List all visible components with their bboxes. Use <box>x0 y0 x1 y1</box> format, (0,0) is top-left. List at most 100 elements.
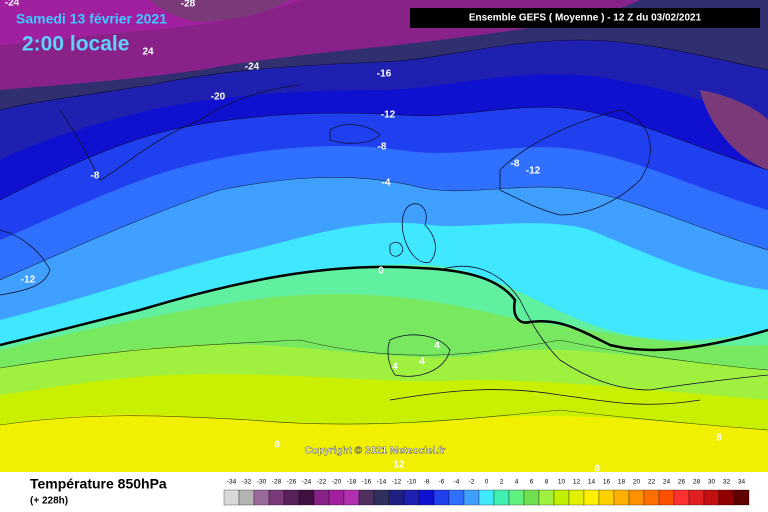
scale-label: 24 <box>663 479 671 486</box>
contour-label: -12 <box>21 275 36 286</box>
contour-label: -24 <box>5 0 20 9</box>
scale-swatch <box>388 489 405 506</box>
britain <box>401 203 436 263</box>
scale-swatch <box>523 489 540 506</box>
contour-label: -16 <box>377 69 392 80</box>
scale-label: -34 <box>227 479 237 486</box>
isotherm <box>0 177 768 281</box>
zero-isotherm <box>0 265 768 352</box>
scale-swatch <box>478 489 495 506</box>
contour-label: 8 <box>716 433 722 444</box>
scale-swatch <box>688 489 705 506</box>
scale-label: -14 <box>377 479 387 486</box>
contour-label: -28 <box>181 0 196 10</box>
contour-label: -8 <box>91 171 100 182</box>
contour-label: -20 <box>211 92 226 103</box>
footer-subtitle: (+ 228h) <box>30 496 68 507</box>
coastlines <box>0 84 768 405</box>
isotherm <box>0 39 768 111</box>
contour-label: -8 <box>378 142 387 153</box>
scale-label: -4 <box>454 479 460 486</box>
scale-swatch <box>358 489 375 506</box>
scale-label: -20 <box>332 479 342 486</box>
scale-label: -12 <box>392 479 402 486</box>
scale-swatch <box>298 489 315 506</box>
scale-label: -10 <box>407 479 417 486</box>
scale-swatch <box>223 489 240 506</box>
scale-swatch <box>673 489 690 506</box>
scale-label: 32 <box>723 479 731 486</box>
scale-swatch <box>703 489 720 506</box>
scale-label: -26 <box>287 479 297 486</box>
isotherm <box>0 409 768 431</box>
scale-label: 4 <box>515 479 519 486</box>
scale-label: 14 <box>588 479 596 486</box>
isotherm <box>0 339 768 371</box>
scale-swatch <box>508 489 525 506</box>
contour-label: 8 <box>274 440 280 451</box>
scandinavia <box>499 109 651 216</box>
scale-label: 34 <box>738 479 746 486</box>
north-africa <box>389 389 701 405</box>
contour-label: 8 <box>594 464 600 475</box>
contour-label: -12 <box>526 166 541 177</box>
contour-label: -12 <box>381 110 396 121</box>
scale-label: -30 <box>257 479 267 486</box>
scale-swatch <box>628 489 645 506</box>
greenland-coast <box>59 84 301 181</box>
iceland <box>329 124 381 144</box>
scale-swatch <box>583 489 600 506</box>
scale-swatch <box>538 489 555 506</box>
scale-swatch <box>568 489 585 506</box>
scale-label: -8 <box>424 479 430 486</box>
contour-label: 4 <box>392 362 398 373</box>
color-scale: -34 -32 -30 -28 -26 -24 -22 -20 -18 -16 -14 -12 -10-… <box>223 479 750 506</box>
scale-swatch <box>553 489 570 506</box>
contour-label: 0 <box>378 266 384 277</box>
scale-swatch <box>283 489 300 506</box>
contour-label: 4 <box>419 357 425 368</box>
isotherm <box>0 106 768 201</box>
europe-south <box>439 265 768 391</box>
scale-swatch <box>328 489 345 506</box>
scale-swatch <box>733 489 750 506</box>
isotherms <box>0 39 768 431</box>
scale-label: 10 <box>558 479 566 486</box>
scale-label: 6 <box>530 479 534 486</box>
contour-label: 12 <box>393 460 405 471</box>
scale-swatch <box>403 489 420 506</box>
scale-swatch <box>718 489 735 506</box>
scale-swatch <box>433 489 450 506</box>
header: Ensemble GEFS ( Moyenne ) - 12 Z du 03/0… <box>469 13 702 24</box>
scale-label: 18 <box>618 479 626 486</box>
footer-title: Température 850hPa <box>30 476 167 492</box>
iberia <box>387 334 451 377</box>
scale-swatch <box>343 489 360 506</box>
scale-swatch <box>448 489 465 506</box>
temperature-field <box>0 0 768 472</box>
scale-label: 8 <box>545 479 549 486</box>
contour-label: 4 <box>434 341 440 352</box>
scale-swatch <box>313 489 330 506</box>
contour-label: 24 <box>142 47 154 58</box>
scale-label: -16 <box>362 479 372 486</box>
scale-swatch <box>238 489 255 506</box>
band-east-cold <box>700 90 768 170</box>
scale-label: -24 <box>302 479 312 486</box>
scale-label: -32 <box>242 479 252 486</box>
scale-label: -2 <box>469 479 475 486</box>
scale-swatch <box>598 489 615 506</box>
scale-label: -18 <box>347 479 357 486</box>
scale-label: -6 <box>439 479 445 486</box>
scale-swatch <box>613 489 630 506</box>
scale-swatch <box>658 489 675 506</box>
scale-label: 22 <box>648 479 656 486</box>
scale-label: 26 <box>678 479 686 486</box>
contour-label: -8 <box>511 159 520 170</box>
scale-label: 16 <box>603 479 611 486</box>
scale-label: 20 <box>633 479 641 486</box>
scale-swatch <box>268 489 285 506</box>
canada-coast <box>0 229 51 296</box>
